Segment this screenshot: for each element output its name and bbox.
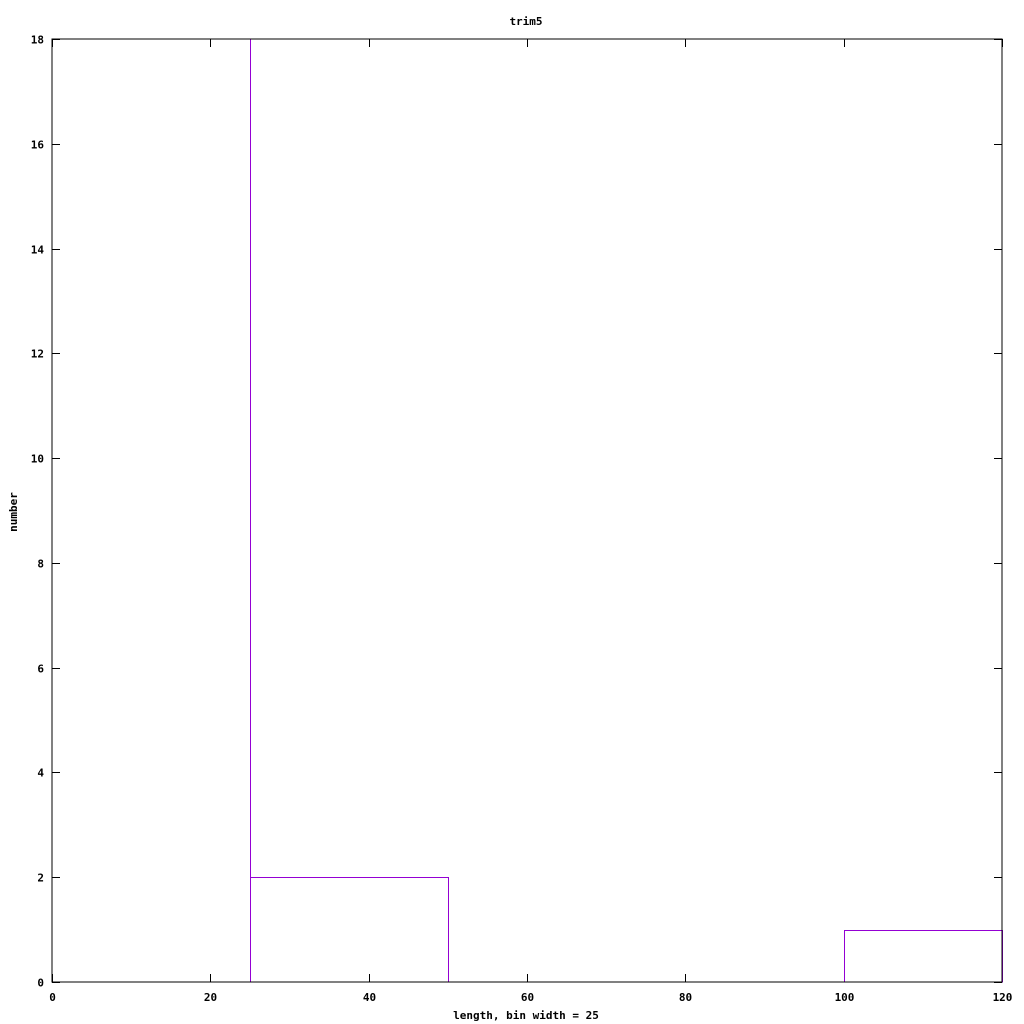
axis-ticks: 0 20 40 60 80 100 120 0 2 4 6 8 10 12 14 16 18 — [31, 34, 1013, 1005]
x-tick-label: 100 — [835, 991, 855, 1004]
x-tick-label: 0 — [49, 991, 56, 1004]
y-tick-label: 8 — [37, 558, 44, 571]
x-tick-label: 60 — [521, 991, 534, 1004]
x-tick-label: 20 — [204, 991, 217, 1004]
y-tick-label: 4 — [37, 767, 44, 780]
chart-title: trim5 — [509, 15, 542, 28]
x-tick-label: 40 — [363, 991, 376, 1004]
y-tick-label: 6 — [37, 663, 44, 676]
x-tick-label: 80 — [679, 991, 692, 1004]
y-tick-label: 0 — [37, 977, 44, 990]
y-tick-label: 18 — [31, 34, 44, 47]
plot-border — [51, 38, 1003, 983]
y-tick-label: 16 — [31, 139, 45, 152]
x-axis-label: length, bin width = 25 — [453, 1009, 599, 1022]
y-tick-label: 12 — [31, 348, 44, 361]
y-tick-label: 10 — [31, 453, 44, 466]
y-axis-label: number — [7, 492, 20, 532]
y-tick-label: 2 — [37, 872, 44, 885]
y-tick-label: 14 — [31, 244, 45, 257]
x-tick-label: 120 — [993, 991, 1013, 1004]
